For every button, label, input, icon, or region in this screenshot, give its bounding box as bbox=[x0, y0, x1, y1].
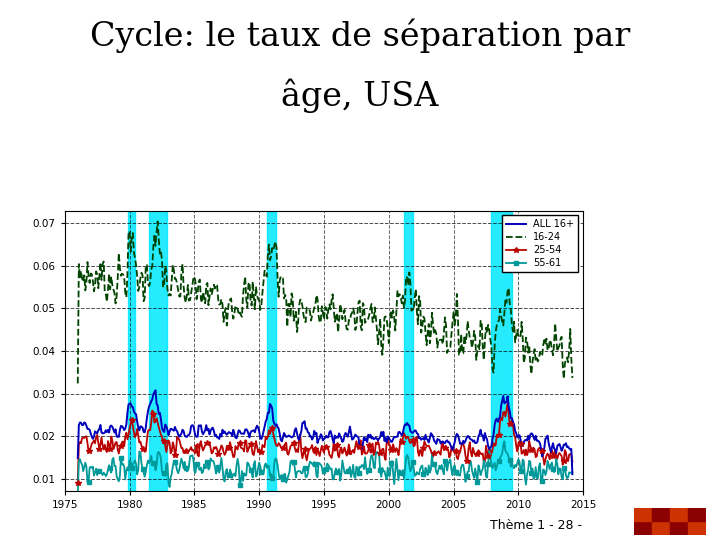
25-54 bbox=[568, 458, 577, 465]
Bar bbox=[128, 211, 135, 491]
ALL 16+ bbox=[463, 433, 472, 440]
55-61 bbox=[156, 455, 165, 462]
25-54 bbox=[462, 458, 471, 464]
55-61 bbox=[462, 473, 471, 480]
ALL 16+ bbox=[158, 425, 166, 431]
Bar bbox=[634, 508, 652, 521]
Bar bbox=[652, 521, 670, 535]
55-61 bbox=[73, 492, 82, 499]
16-24 bbox=[434, 336, 443, 342]
25-54 bbox=[73, 480, 82, 486]
16-24 bbox=[153, 218, 162, 225]
55-61 bbox=[294, 468, 303, 475]
16-24 bbox=[73, 380, 82, 387]
16-24 bbox=[568, 375, 577, 381]
ALL 16+ bbox=[434, 436, 443, 443]
Bar bbox=[267, 211, 276, 491]
25-54 bbox=[433, 449, 441, 456]
ALL 16+ bbox=[568, 471, 577, 477]
16-24 bbox=[296, 296, 305, 303]
Line: 25-54: 25-54 bbox=[78, 404, 572, 483]
Bar bbox=[149, 211, 167, 491]
55-61 bbox=[499, 442, 508, 448]
ALL 16+ bbox=[519, 438, 528, 445]
16-24 bbox=[463, 318, 472, 325]
Line: 55-61: 55-61 bbox=[78, 441, 572, 496]
55-61 bbox=[500, 438, 508, 444]
Line: 16-24: 16-24 bbox=[78, 221, 572, 383]
25-54 bbox=[519, 447, 528, 453]
Legend: ALL 16+, 16-24, 25-54, 55-61: ALL 16+, 16-24, 25-54, 55-61 bbox=[503, 215, 578, 272]
Line: ALL 16+: ALL 16+ bbox=[78, 390, 572, 474]
Text: Cycle: le taux de séparation par: Cycle: le taux de séparation par bbox=[90, 19, 630, 53]
Text: âge, USA: âge, USA bbox=[282, 78, 438, 113]
25-54 bbox=[156, 431, 165, 438]
Bar bbox=[491, 211, 512, 491]
Bar bbox=[405, 211, 413, 491]
16-24 bbox=[158, 258, 166, 264]
Bar bbox=[652, 508, 670, 521]
25-54 bbox=[499, 409, 508, 416]
Bar bbox=[670, 521, 688, 535]
ALL 16+ bbox=[296, 432, 305, 438]
Bar bbox=[634, 521, 652, 535]
ALL 16+ bbox=[151, 387, 160, 394]
Bar bbox=[688, 521, 706, 535]
25-54 bbox=[294, 437, 303, 443]
16-24 bbox=[500, 310, 508, 316]
55-61 bbox=[433, 471, 441, 477]
Bar bbox=[670, 508, 688, 521]
Text: Thème 1 - 28 -: Thème 1 - 28 - bbox=[490, 519, 582, 532]
55-61 bbox=[519, 458, 528, 464]
16-24 bbox=[519, 360, 528, 366]
Bar bbox=[688, 508, 706, 521]
ALL 16+ bbox=[73, 455, 82, 461]
ALL 16+ bbox=[500, 400, 508, 407]
25-54 bbox=[503, 401, 512, 407]
55-61 bbox=[568, 469, 577, 475]
